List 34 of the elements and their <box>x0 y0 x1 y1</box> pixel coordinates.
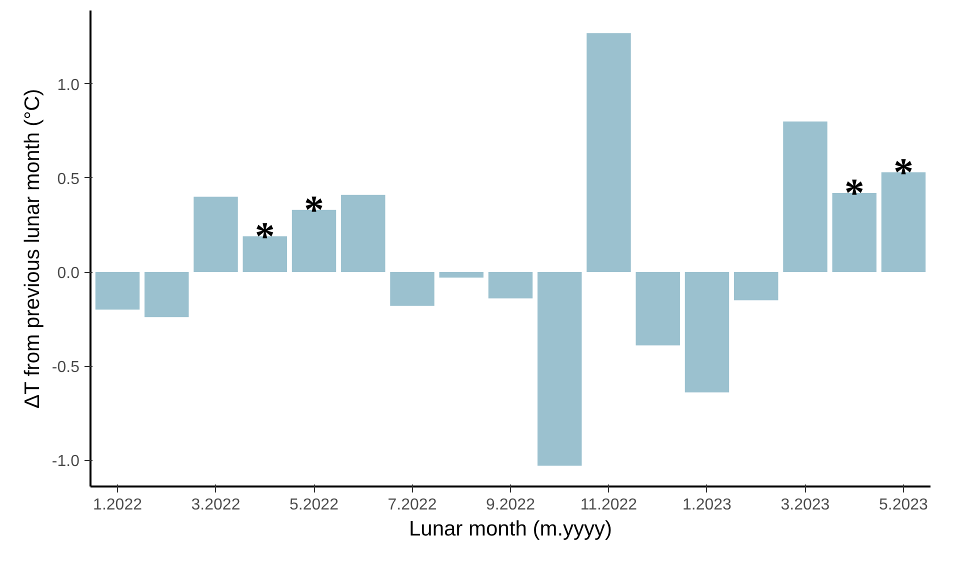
data-label: * <box>893 149 914 194</box>
data-label: * <box>254 213 275 258</box>
x-tick-label: 7.2022 <box>388 496 437 514</box>
bar <box>95 272 140 310</box>
data-label: * <box>304 186 324 232</box>
y-tick-label: -0.5 <box>52 359 80 376</box>
bar <box>832 193 876 272</box>
bar <box>439 272 484 278</box>
bar <box>684 272 730 392</box>
bar <box>488 272 533 298</box>
bar <box>783 122 828 272</box>
x-tick-label: 5.2023 <box>879 496 928 514</box>
bar <box>144 272 189 318</box>
y-tick-label: 1.0 <box>57 76 80 94</box>
bar <box>194 196 238 272</box>
x-tick-label: 3.2022 <box>191 496 240 514</box>
bar <box>390 272 434 306</box>
x-tick-label: 11.2022 <box>580 496 638 514</box>
y-axis-title: ΔT from previous lunar month (°C) <box>20 88 44 409</box>
x-tick-label: 3.2023 <box>780 496 830 514</box>
x-tick-label: 5.2022 <box>290 496 339 514</box>
bar <box>636 272 680 346</box>
y-tick-label: 0.5 <box>57 170 80 188</box>
bar <box>538 272 582 466</box>
x-axis-title: Lunar month (m.yyyy) <box>408 518 612 540</box>
x-tick-label: 1.2022 <box>93 496 142 514</box>
data-label: * <box>844 170 864 215</box>
y-tick-label: 0.0 <box>57 265 80 282</box>
bar <box>586 33 631 272</box>
x-tick-label: 9.2022 <box>486 496 536 514</box>
bar <box>734 272 778 300</box>
x-tick-label: 1.2023 <box>682 496 732 514</box>
y-tick-label: -1.0 <box>52 453 80 470</box>
bar <box>341 194 386 272</box>
